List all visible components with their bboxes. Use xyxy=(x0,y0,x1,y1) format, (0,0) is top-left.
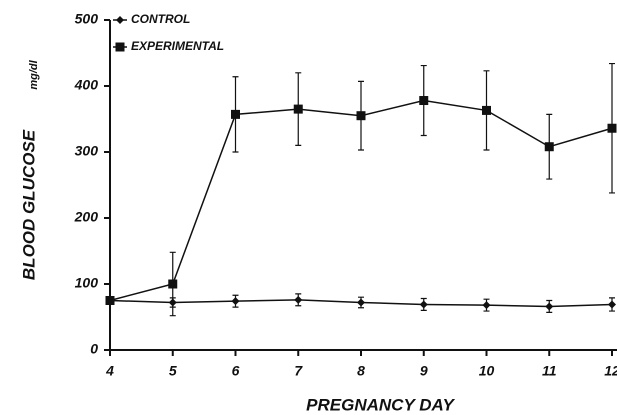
data-point xyxy=(419,300,428,309)
data-point xyxy=(607,123,617,133)
x-tick-label: 8 xyxy=(357,363,365,379)
data-point xyxy=(231,297,240,306)
y-tick-label: 500 xyxy=(75,11,99,27)
legend-label: EXPERIMENTAL xyxy=(131,39,224,53)
data-point xyxy=(293,104,303,114)
data-point xyxy=(482,105,491,115)
legend-marker xyxy=(116,16,124,24)
y-tick-label: 400 xyxy=(74,77,99,93)
data-point xyxy=(294,295,303,304)
x-tick-label: 6 xyxy=(232,363,240,379)
data-point xyxy=(356,111,366,121)
y-tick-label: 100 xyxy=(75,275,99,291)
x-tick-label: 9 xyxy=(420,363,428,379)
y-axis-unit: mg/dl xyxy=(28,59,40,89)
x-tick-label: 7 xyxy=(294,363,303,379)
legend-label: CONTROL xyxy=(131,12,190,26)
x-tick-label: 4 xyxy=(105,363,114,379)
data-point xyxy=(231,109,240,119)
y-tick-label: 200 xyxy=(74,209,99,225)
data-point xyxy=(608,300,616,309)
data-point xyxy=(168,279,178,289)
y-axis-label: BLOOD GLUCOSE xyxy=(19,129,38,280)
y-tick-label: 0 xyxy=(90,341,98,357)
y-tick-label: 300 xyxy=(75,143,99,159)
data-point xyxy=(545,302,554,311)
legend-marker xyxy=(115,42,125,52)
x-tick-label: 5 xyxy=(169,363,177,379)
data-point xyxy=(357,298,365,307)
x-tick-label: 12 xyxy=(604,363,617,379)
data-point xyxy=(544,142,554,152)
x-tick-label: 11 xyxy=(542,363,557,379)
data-point xyxy=(482,301,491,310)
data-point xyxy=(419,96,429,106)
data-point xyxy=(105,296,115,305)
x-tick-label: 10 xyxy=(479,363,495,379)
x-axis-label: PREGNANCY DAY xyxy=(306,395,455,414)
